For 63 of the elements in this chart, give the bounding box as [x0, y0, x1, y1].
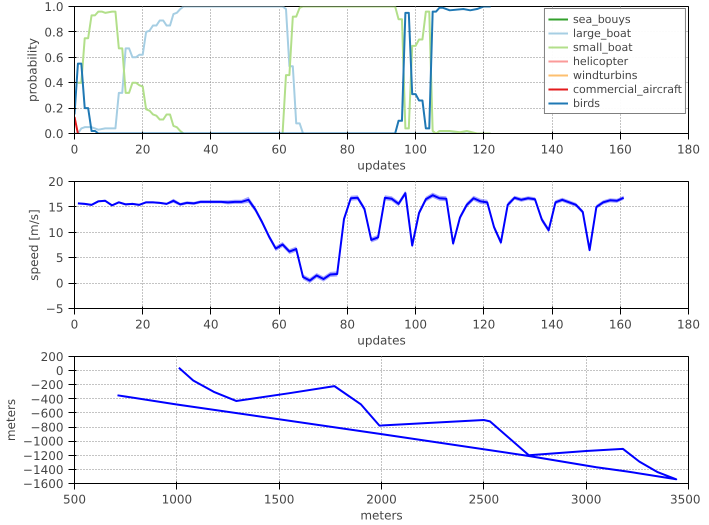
y-tick-label: 0.6	[44, 50, 64, 65]
x-tick-label: 180	[677, 318, 700, 332]
x-tick-label: 1500	[264, 492, 294, 506]
x-tick-label: 0	[70, 318, 78, 332]
y-tick-label: 5	[56, 251, 64, 266]
y-tick-label: −1400	[22, 462, 64, 477]
y-tick-label: 0.0	[44, 127, 64, 141]
x-tick-label: 20	[135, 318, 150, 332]
y-tick-label: −800	[30, 420, 64, 435]
y-tick-label: −1600	[22, 477, 64, 491]
y-tick-label: −400	[30, 392, 64, 406]
y-tick-label: 15	[48, 200, 64, 214]
x-tick-label: 40	[203, 318, 219, 332]
x-tick-label: 0	[70, 142, 78, 156]
x-tick-label: 160	[608, 318, 632, 332]
y-tick-label: 0	[56, 364, 64, 378]
x-tick-label: 120	[472, 318, 496, 332]
x-tick-label: 500	[63, 492, 86, 506]
x-tick-label: 3000	[570, 492, 602, 506]
x-tick-label: 20	[135, 142, 150, 156]
y-tick-label: −1000	[22, 434, 64, 449]
legend-label: sea_bouys	[572, 12, 631, 26]
legend-label: birds	[572, 96, 600, 110]
y-axis-title: probability	[25, 38, 40, 102]
y-tick-label: −200	[30, 378, 64, 392]
x-axis-title: updates	[357, 158, 406, 172]
y-tick-label: 0	[56, 276, 64, 291]
legend-label: windturbins	[572, 68, 638, 82]
x-axis-title: meters	[360, 508, 403, 522]
line-series	[116, 366, 678, 480]
x-tick-label: 60	[272, 142, 287, 156]
y-tick-label: −1200	[22, 448, 64, 463]
y-tick-label: 10	[48, 226, 64, 240]
y-tick-label: 0.4	[44, 76, 64, 90]
y-tick-label: 200	[40, 350, 64, 364]
x-tick-label: 60	[272, 318, 287, 332]
legend-label: helicopter	[572, 54, 628, 68]
x-tick-label: 140	[540, 318, 564, 332]
y-tick-label: 0.8	[44, 25, 64, 40]
legend-label: small_boat	[572, 40, 633, 54]
x-tick-label: 120	[472, 142, 496, 156]
y-tick-label: −600	[30, 406, 64, 420]
x-tick-label: 100	[404, 142, 428, 156]
x-tick-label: 40	[203, 142, 219, 156]
y-tick-label: −5	[46, 302, 64, 316]
x-axis-title: updates	[357, 334, 406, 348]
y-tick-label: 20	[48, 175, 64, 189]
legend-label: large_boat	[572, 26, 632, 40]
y-tick-label: 0.2	[44, 102, 64, 116]
x-tick-label: 1000	[162, 492, 192, 506]
x-tick-label: 80	[340, 318, 356, 332]
legend-label: commercial_aircraft	[572, 82, 682, 96]
y-axis-title: meters	[4, 398, 18, 442]
x-tick-label: 2000	[366, 492, 397, 506]
x-tick-label: 80	[340, 142, 356, 156]
x-tick-label: 100	[404, 318, 428, 332]
x-tick-label: 160	[608, 142, 632, 156]
x-tick-label: 180	[677, 142, 700, 156]
x-tick-label: 3500	[670, 492, 701, 506]
x-tick-label: 2500	[468, 492, 500, 506]
x-tick-label: 140	[540, 142, 564, 156]
y-tick-label: 1.0	[44, 0, 64, 14]
y-axis-title: speed [m/s]	[26, 209, 41, 281]
